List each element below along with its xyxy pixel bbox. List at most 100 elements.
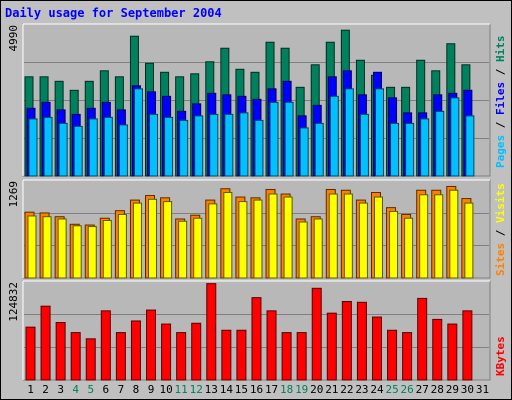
bar-visits-day-22 [343, 193, 353, 279]
bar-kbytes-day-4 [70, 332, 81, 381]
bar-kbytes-day-2 [40, 305, 51, 381]
x-tick-label-day-26: 26 [401, 383, 414, 396]
bar-visits-day-20 [313, 218, 323, 279]
bar-visits-day-19 [298, 221, 308, 279]
legend-sites-visits: Sites / Visits [494, 183, 507, 276]
bar-visits-day-7 [117, 213, 127, 279]
bar-kbytes-day-29 [447, 323, 458, 381]
bar-visits-day-16 [253, 199, 263, 279]
bar-pages-day-13 [209, 113, 219, 177]
legend-sites: Sites [494, 243, 507, 276]
bar-pages-day-15 [239, 112, 249, 177]
bar-visits-day-30 [464, 202, 474, 279]
x-tick-label-day-2: 2 [42, 383, 49, 396]
bar-pages-day-14 [224, 113, 234, 177]
x-tick-label-day-3: 3 [57, 383, 64, 396]
y-max-label-2: 1269 [7, 181, 20, 208]
x-tick-label-day-29: 29 [446, 383, 459, 396]
bar-kbytes-day-10 [161, 323, 172, 381]
bar-pages-day-23 [359, 113, 369, 177]
bar-pages-day-1 [28, 118, 38, 177]
bar-kbytes-day-25 [387, 329, 398, 381]
legend-sep: / [494, 223, 507, 243]
bar-pages-day-28 [435, 110, 445, 177]
bar-pages-day-5 [88, 118, 98, 177]
bar-pages-day-29 [450, 97, 460, 177]
x-tick-label-day-25: 25 [385, 383, 398, 396]
x-tick-label-day-6: 6 [103, 383, 110, 396]
bar-visits-day-27 [419, 194, 429, 279]
bar-pages-day-20 [314, 122, 324, 177]
x-tick-label-day-7: 7 [118, 383, 125, 396]
x-tick-label-day-15: 15 [235, 383, 248, 396]
bar-pages-day-22 [344, 88, 354, 177]
x-tick-label-day-27: 27 [416, 383, 429, 396]
bar-kbytes-day-14 [221, 329, 232, 381]
bar-kbytes-day-27 [417, 297, 428, 381]
bar-pages-day-2 [43, 116, 53, 177]
bar-pages-day-7 [118, 124, 128, 177]
bar-kbytes-day-11 [176, 332, 187, 381]
bar-pages-day-6 [103, 116, 113, 177]
bar-kbytes-day-30 [462, 310, 473, 381]
bar-visits-day-3 [57, 218, 67, 279]
bar-pages-day-27 [420, 118, 430, 177]
x-tick-label-day-22: 22 [340, 383, 353, 396]
bar-visits-day-1 [27, 215, 37, 279]
bar-visits-day-17 [268, 193, 278, 279]
bar-visits-day-9 [148, 198, 158, 279]
bar-pages-day-12 [194, 115, 204, 177]
bar-pages-day-16 [254, 119, 264, 177]
bar-kbytes-day-18 [281, 332, 292, 381]
bar-pages-day-19 [299, 127, 309, 177]
bar-visits-day-23 [358, 202, 368, 279]
x-tick-label-day-10: 10 [159, 383, 172, 396]
bar-visits-day-11 [178, 220, 188, 279]
bar-visits-day-13 [208, 203, 218, 279]
bar-visits-day-10 [163, 201, 173, 279]
bar-pages-day-18 [284, 101, 294, 177]
legend-pages: Pages [494, 135, 507, 168]
x-tick-label-day-21: 21 [325, 383, 338, 396]
bar-visits-day-18 [283, 196, 293, 279]
bar-visits-day-21 [328, 193, 338, 279]
bar-kbytes-day-22 [341, 301, 352, 381]
bar-kbytes-day-8 [130, 320, 141, 381]
y-max-label-3: 124832 [7, 282, 20, 322]
legend-kbytes: KBytes [494, 336, 507, 376]
bar-visits-day-4 [72, 225, 82, 279]
bar-kbytes-day-6 [100, 310, 111, 381]
bar-pages-day-9 [149, 113, 159, 177]
legend-hits-files-pages: Pages / Files / Hits [494, 36, 507, 169]
bar-kbytes-day-23 [356, 301, 367, 381]
legend-sep: / [494, 62, 507, 82]
bar-pages-day-24 [374, 88, 384, 177]
bar-visits-day-29 [449, 189, 459, 279]
bar-visits-day-5 [87, 226, 97, 279]
bar-pages-day-10 [164, 116, 174, 177]
legend-sep: / [494, 115, 507, 135]
bar-visits-day-6 [102, 220, 112, 279]
x-tick-label-day-11: 11 [175, 383, 188, 396]
legend-files: Files [494, 82, 507, 115]
bar-visits-day-28 [434, 194, 444, 279]
bar-pages-day-17 [269, 101, 279, 177]
x-tick-label-day-16: 16 [250, 383, 263, 396]
x-tick-label-day-13: 13 [205, 383, 218, 396]
bar-kbytes-day-9 [146, 309, 157, 381]
bar-visits-day-2 [42, 216, 52, 279]
x-tick-label-day-4: 4 [72, 383, 79, 396]
bar-pages-day-4 [73, 125, 83, 177]
bar-kbytes-day-1 [25, 326, 36, 381]
bar-kbytes-day-28 [432, 318, 443, 381]
bar-pages-day-3 [58, 122, 68, 177]
bar-visits-day-12 [193, 217, 203, 279]
bar-visits-day-25 [389, 210, 399, 279]
x-tick-label-day-31: 31 [476, 383, 489, 396]
x-tick-label-day-20: 20 [310, 383, 323, 396]
x-tick-label-day-23: 23 [355, 383, 368, 396]
bar-kbytes-day-12 [191, 322, 202, 381]
x-tick-label-day-9: 9 [148, 383, 155, 396]
legend-kbytes: KBytes [494, 336, 507, 376]
